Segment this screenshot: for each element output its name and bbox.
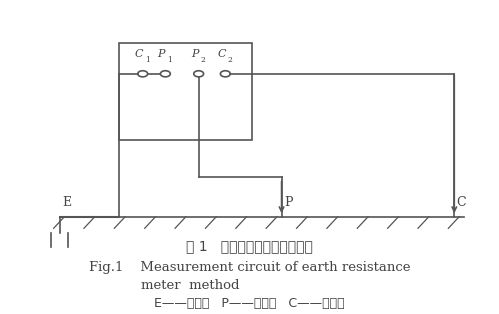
Text: C: C — [217, 49, 226, 59]
Text: C: C — [135, 49, 143, 59]
Text: meter  method: meter method — [141, 279, 240, 292]
Bar — [119, 42, 252, 140]
Text: E——接地网   P——电位极   C——电流极: E——接地网 P——电位极 C——电流极 — [154, 297, 345, 310]
Text: 图 1   接地电阻表法测量接线图: 图 1 接地电阻表法测量接线图 — [186, 239, 313, 253]
Text: P: P — [284, 196, 292, 209]
Text: 1: 1 — [145, 56, 150, 64]
Text: 1: 1 — [167, 56, 172, 64]
Text: 2: 2 — [228, 56, 232, 64]
Text: E: E — [62, 196, 71, 209]
Text: P: P — [158, 49, 165, 59]
Text: C: C — [457, 196, 467, 209]
Text: P: P — [191, 49, 199, 59]
Text: Fig.1    Measurement circuit of earth resistance: Fig.1 Measurement circuit of earth resis… — [89, 261, 410, 273]
Text: 2: 2 — [201, 56, 206, 64]
